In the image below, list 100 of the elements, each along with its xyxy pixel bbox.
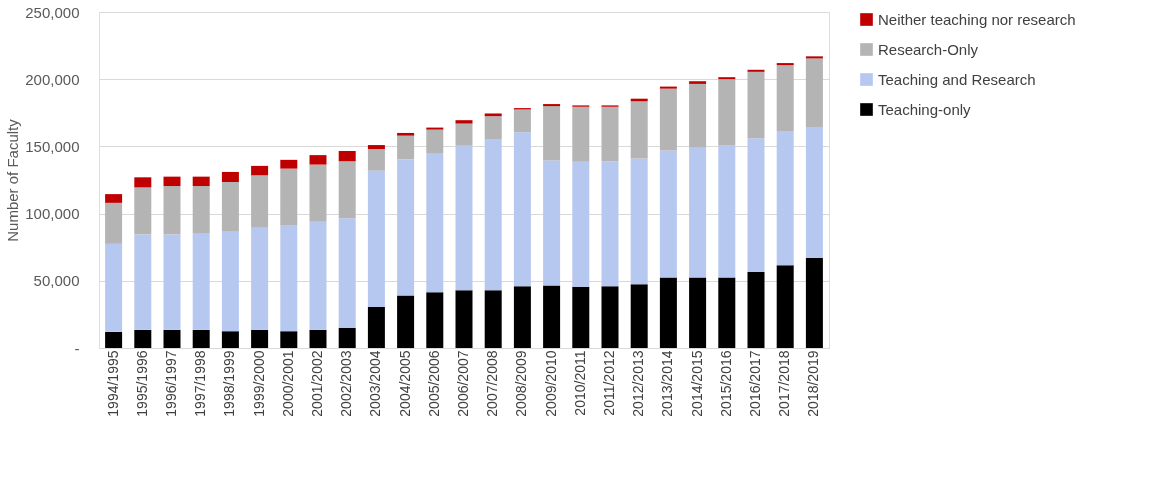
x-tick-label: 2005/2006 [425, 350, 442, 417]
bar [309, 221, 327, 330]
x-tick-label: 2018/2019 [805, 350, 822, 417]
bar [776, 63, 794, 66]
x-tick-label: 1999/2000 [250, 350, 267, 417]
x-tick-label: 2015/2016 [717, 350, 734, 417]
bar [134, 234, 152, 330]
bar [221, 171, 239, 183]
bar [484, 116, 502, 140]
y-tick-label: 200,000 [25, 70, 80, 88]
x-tick-label: 1998/1999 [221, 350, 238, 417]
bar [543, 104, 561, 107]
bar [513, 132, 531, 287]
bar [659, 88, 677, 151]
bar [689, 83, 707, 148]
bar [630, 101, 648, 159]
x-tick-label: 2009/2010 [542, 350, 559, 417]
bar [338, 218, 356, 328]
bar [192, 233, 210, 330]
y-axis-title: Number of Faculty [4, 118, 22, 242]
bar [251, 165, 269, 176]
bar [251, 227, 269, 330]
bar [367, 307, 385, 348]
bar [251, 329, 269, 348]
x-tick-label: 2013/2014 [659, 350, 676, 417]
bar [689, 277, 707, 348]
bar [601, 286, 619, 348]
bar [572, 106, 590, 162]
legend-label: Neither teaching nor research [878, 10, 1076, 28]
bar [367, 170, 385, 308]
bar [630, 284, 648, 348]
x-tick-label: 2014/2015 [688, 350, 705, 417]
bar [163, 176, 181, 187]
bar [280, 159, 298, 169]
bar [718, 145, 736, 278]
bar [192, 176, 210, 187]
bar [776, 130, 794, 266]
bar [163, 234, 181, 330]
bar [163, 329, 181, 348]
bar [105, 331, 123, 348]
bar [805, 56, 823, 59]
bar [309, 155, 327, 165]
x-tick-label: 2016/2017 [747, 350, 763, 417]
bar [367, 145, 385, 150]
bar [134, 329, 152, 348]
y-tick-label: - [74, 339, 80, 357]
bar [426, 129, 444, 154]
bar [805, 58, 823, 127]
bar [367, 149, 385, 171]
y-tick-label: 50,000 [33, 272, 80, 290]
bar [513, 109, 531, 133]
bar [221, 182, 239, 232]
bar [543, 285, 561, 348]
bar [455, 290, 473, 348]
bar [805, 126, 823, 258]
y-tick-label: 250,000 [25, 3, 80, 21]
bar [163, 186, 181, 235]
bar [192, 329, 210, 348]
bar [805, 257, 823, 348]
bar [426, 292, 444, 348]
bar [659, 86, 677, 89]
x-tick-label: 2008/2009 [513, 350, 530, 417]
x-tick-label: 2000/2001 [279, 350, 296, 417]
bar [397, 135, 415, 160]
bar [251, 175, 269, 228]
bar [601, 161, 619, 287]
bar [280, 225, 298, 332]
bar [747, 71, 765, 139]
bar [630, 158, 648, 285]
x-tick-label: 1995/1996 [133, 350, 150, 417]
x-tick-label: 2001/2002 [309, 350, 325, 417]
x-tick-label: 2012/2013 [630, 350, 647, 417]
x-tick-label: 2002/2003 [338, 350, 355, 417]
bar [192, 186, 210, 234]
bar [426, 153, 444, 293]
y-tick-label: 150,000 [25, 137, 80, 155]
bar [105, 194, 123, 203]
bar [484, 290, 502, 348]
bar [105, 202, 123, 244]
bar [747, 69, 765, 72]
bar [397, 295, 415, 348]
bar [572, 161, 590, 287]
bar [280, 331, 298, 348]
bar [221, 331, 239, 348]
bar [513, 286, 531, 348]
x-tick-label: 2003/2004 [367, 350, 384, 417]
x-tick-label: 1994/1995 [104, 350, 121, 417]
bar [455, 123, 473, 146]
bar [718, 77, 736, 80]
bar [776, 65, 794, 131]
bar [747, 272, 765, 348]
bar [484, 113, 502, 117]
bar [718, 79, 736, 146]
bar [309, 329, 327, 348]
bar [455, 120, 473, 124]
bar [309, 164, 327, 222]
y-tick-label: 100,000 [25, 205, 80, 223]
x-tick-label: 1996/1997 [163, 350, 179, 417]
legend-label: Teaching-only [878, 100, 972, 118]
x-tick-label: 2010/2011 [571, 350, 588, 416]
